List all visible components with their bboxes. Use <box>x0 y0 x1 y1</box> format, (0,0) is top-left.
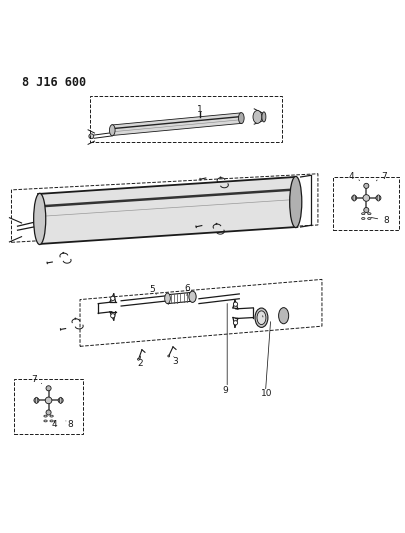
Ellipse shape <box>363 183 368 188</box>
Ellipse shape <box>376 195 379 201</box>
Ellipse shape <box>278 308 288 324</box>
Ellipse shape <box>215 223 217 224</box>
Text: 1: 1 <box>196 105 202 114</box>
Ellipse shape <box>58 398 63 403</box>
Ellipse shape <box>361 213 364 215</box>
Ellipse shape <box>351 196 356 200</box>
Ellipse shape <box>45 397 52 403</box>
Ellipse shape <box>63 252 64 253</box>
Ellipse shape <box>137 358 139 360</box>
Ellipse shape <box>109 125 115 136</box>
Ellipse shape <box>363 207 368 213</box>
Ellipse shape <box>361 217 364 220</box>
Text: 7: 7 <box>262 317 267 326</box>
Text: 7: 7 <box>31 375 36 384</box>
Text: 2: 2 <box>137 359 143 368</box>
Ellipse shape <box>362 195 369 201</box>
Ellipse shape <box>75 318 76 319</box>
Bar <box>332 176 399 230</box>
Polygon shape <box>38 177 296 244</box>
Ellipse shape <box>34 193 46 245</box>
Ellipse shape <box>289 176 301 228</box>
Ellipse shape <box>46 386 51 391</box>
Ellipse shape <box>238 112 243 124</box>
Bar <box>90 96 281 142</box>
Ellipse shape <box>167 355 169 357</box>
Ellipse shape <box>50 415 53 417</box>
Text: 8: 8 <box>68 421 73 430</box>
Ellipse shape <box>188 291 196 302</box>
Ellipse shape <box>233 302 237 306</box>
Ellipse shape <box>352 195 355 201</box>
Text: 4: 4 <box>52 421 57 430</box>
Text: 8 J16 600: 8 J16 600 <box>21 76 85 89</box>
Ellipse shape <box>46 410 51 415</box>
Ellipse shape <box>44 420 47 422</box>
Ellipse shape <box>50 420 53 422</box>
Ellipse shape <box>252 110 261 123</box>
Text: 9: 9 <box>222 386 228 395</box>
Ellipse shape <box>375 196 380 200</box>
Ellipse shape <box>44 415 47 417</box>
Text: 5: 5 <box>149 285 155 294</box>
Ellipse shape <box>256 311 265 325</box>
Text: 3: 3 <box>171 357 177 366</box>
Ellipse shape <box>367 213 370 215</box>
Ellipse shape <box>233 321 237 325</box>
Text: 6: 6 <box>184 284 190 293</box>
Ellipse shape <box>59 397 62 403</box>
Ellipse shape <box>367 217 370 220</box>
Text: 10: 10 <box>260 389 272 398</box>
Ellipse shape <box>164 293 170 304</box>
Ellipse shape <box>89 134 94 139</box>
Text: 4: 4 <box>348 172 353 181</box>
Ellipse shape <box>254 308 267 327</box>
Text: 8: 8 <box>383 216 388 224</box>
Ellipse shape <box>220 177 221 178</box>
Ellipse shape <box>261 112 265 122</box>
Ellipse shape <box>34 398 39 403</box>
Polygon shape <box>111 113 241 135</box>
Ellipse shape <box>110 296 115 301</box>
Ellipse shape <box>110 313 115 318</box>
Text: 7: 7 <box>380 172 386 181</box>
Bar <box>14 379 83 434</box>
Ellipse shape <box>35 397 38 403</box>
